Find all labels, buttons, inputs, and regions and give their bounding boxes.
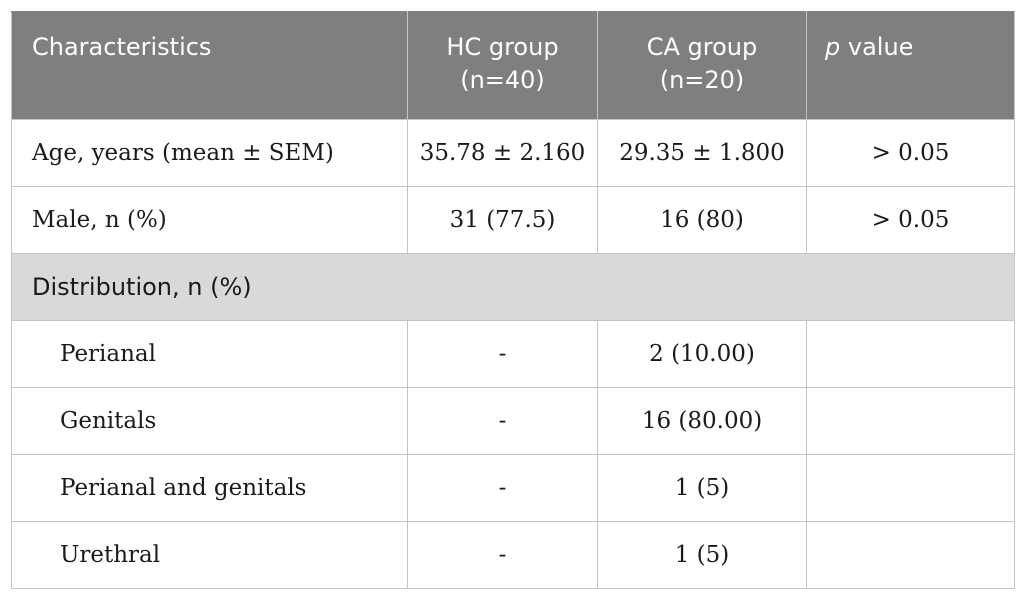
subrow-p-value (806, 320, 1015, 388)
subrow-ca-value: 1 (5) (597, 521, 807, 589)
section-row: Distribution, n (%) (11, 253, 1015, 321)
header-ca-group-line2: (n=20) (659, 66, 745, 94)
header-ca-group: CA group (n=20) (597, 11, 807, 120)
header-characteristics: Characteristics (11, 11, 408, 120)
row-p-value: > 0.05 (806, 186, 1015, 254)
subrow-ca-value: 1 (5) (597, 454, 807, 522)
header-p-value: p value (806, 11, 1015, 120)
header-hc-group-line1: HC group (446, 33, 559, 61)
subrow-label: Perianal (11, 320, 408, 388)
row-ca-value: 29.35 ± 1.800 (597, 119, 807, 187)
subrow-label: Genitals (11, 387, 408, 455)
row-ca-value: 16 (80) (597, 186, 807, 254)
subrow-hc-value: - (407, 320, 598, 388)
subrow-label: Perianal and genitals (11, 454, 408, 522)
header-p-italic: p (825, 33, 841, 61)
header-hc-group-line2: (n=40) (460, 66, 545, 94)
table-body: Age, years (mean ± SEM) 35.78 ± 2.160 29… (11, 119, 1015, 589)
subrow-ca-value: 2 (10.00) (597, 320, 807, 388)
table-row: Perianal - 2 (10.00) (11, 320, 1015, 388)
header-p-rest: value (840, 33, 914, 61)
subrow-hc-value: - (407, 521, 598, 589)
table-row: Genitals - 16 (80.00) (11, 387, 1015, 455)
header-row: Characteristics HC group (n=40) CA group (… (11, 11, 1015, 120)
row-hc-value: 31 (77.5) (407, 186, 598, 254)
subrow-p-value (806, 521, 1015, 589)
row-hc-value: 35.78 ± 2.160 (407, 119, 598, 187)
table-header: Characteristics HC group (n=40) CA group (… (11, 11, 1015, 120)
subrow-hc-value: - (407, 387, 598, 455)
subrow-hc-value: - (407, 454, 598, 522)
characteristics-table: Characteristics HC group (n=40) CA group (… (11, 11, 1015, 589)
table-row: Age, years (mean ± SEM) 35.78 ± 2.160 29… (11, 119, 1015, 187)
row-label: Male, n (%) (11, 186, 408, 254)
subrow-label: Urethral (11, 521, 408, 589)
table-row: Urethral - 1 (5) (11, 521, 1015, 589)
section-label: Distribution, n (%) (11, 253, 1015, 321)
row-label: Age, years (mean ± SEM) (11, 119, 408, 187)
table-row: Male, n (%) 31 (77.5) 16 (80) > 0.05 (11, 186, 1015, 254)
header-ca-group-line1: CA group (646, 33, 758, 61)
subrow-p-value (806, 387, 1015, 455)
header-hc-group: HC group (n=40) (407, 11, 598, 120)
subrow-ca-value: 16 (80.00) (597, 387, 807, 455)
table-row: Perianal and genitals - 1 (5) (11, 454, 1015, 522)
row-p-value: > 0.05 (806, 119, 1015, 187)
subrow-p-value (806, 454, 1015, 522)
header-characteristics-label: Characteristics (32, 33, 212, 61)
